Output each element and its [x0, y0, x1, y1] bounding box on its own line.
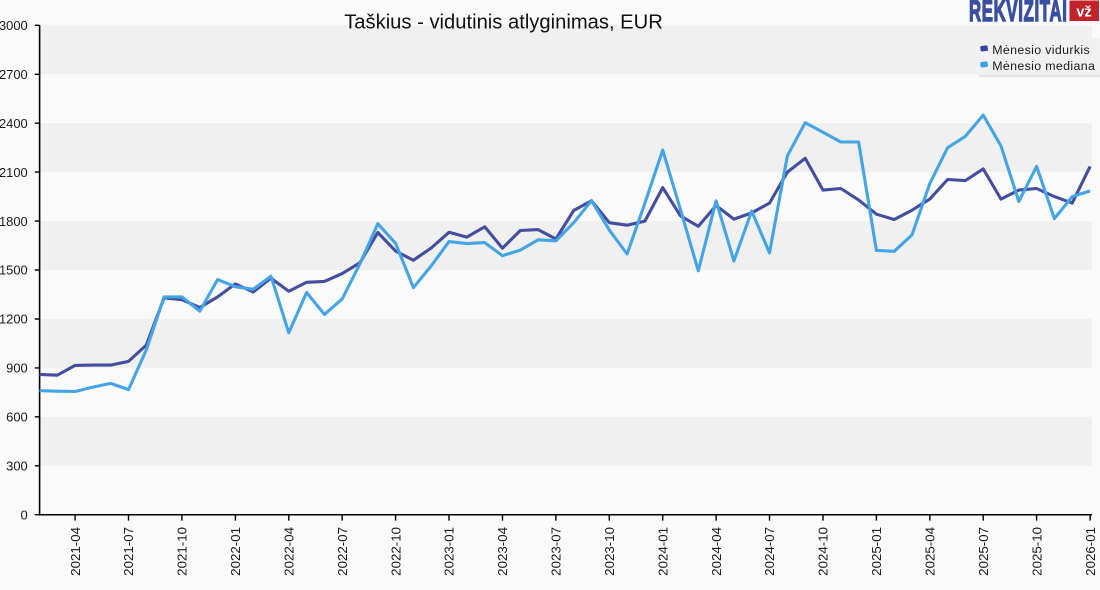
svg-text:2400: 2400 — [0, 116, 28, 131]
svg-text:Mėnesio vidurkis: Mėnesio vidurkis — [992, 43, 1090, 57]
svg-text:2021-07: 2021-07 — [121, 527, 136, 576]
svg-text:2023-01: 2023-01 — [442, 527, 457, 576]
svg-text:2025-04: 2025-04 — [923, 527, 938, 576]
svg-text:1500: 1500 — [0, 263, 28, 278]
svg-text:Taškius - vidutinis atlyginima: Taškius - vidutinis atlyginimas, EUR — [344, 12, 663, 34]
svg-text:0: 0 — [21, 507, 28, 522]
svg-text:900: 900 — [6, 361, 28, 376]
svg-text:2024-07: 2024-07 — [762, 527, 777, 576]
svg-text:2024-04: 2024-04 — [709, 527, 724, 576]
svg-text:2022-10: 2022-10 — [388, 527, 403, 576]
svg-text:3000: 3000 — [0, 18, 28, 33]
svg-text:2100: 2100 — [0, 165, 28, 180]
svg-text:1200: 1200 — [0, 312, 28, 327]
svg-text:2025-07: 2025-07 — [976, 527, 991, 576]
svg-text:2023-04: 2023-04 — [495, 527, 510, 576]
svg-text:2022-04: 2022-04 — [282, 527, 297, 576]
svg-text:2023-07: 2023-07 — [549, 527, 564, 576]
svg-text:2700: 2700 — [0, 67, 28, 82]
svg-text:300: 300 — [6, 459, 28, 474]
svg-text:2024-01: 2024-01 — [655, 527, 670, 576]
svg-text:Mėnesio mediana: Mėnesio mediana — [992, 59, 1095, 73]
svg-text:2022-07: 2022-07 — [335, 527, 350, 576]
svg-text:600: 600 — [6, 410, 28, 425]
svg-text:2026-01: 2026-01 — [1083, 527, 1098, 576]
svg-text:2022-01: 2022-01 — [228, 527, 243, 576]
svg-text:1800: 1800 — [0, 214, 28, 229]
svg-text:2025-01: 2025-01 — [869, 527, 884, 576]
svg-text:2023-10: 2023-10 — [602, 527, 617, 576]
svg-text:2021-04: 2021-04 — [68, 527, 83, 576]
svg-text:2021-10: 2021-10 — [175, 527, 190, 576]
svg-text:2025-10: 2025-10 — [1029, 527, 1044, 576]
svg-text:2024-10: 2024-10 — [816, 527, 831, 576]
svg-text:REKVIZITAI: REKVIZITAI — [969, 0, 1068, 29]
svg-text:vž: vž — [1076, 5, 1091, 21]
